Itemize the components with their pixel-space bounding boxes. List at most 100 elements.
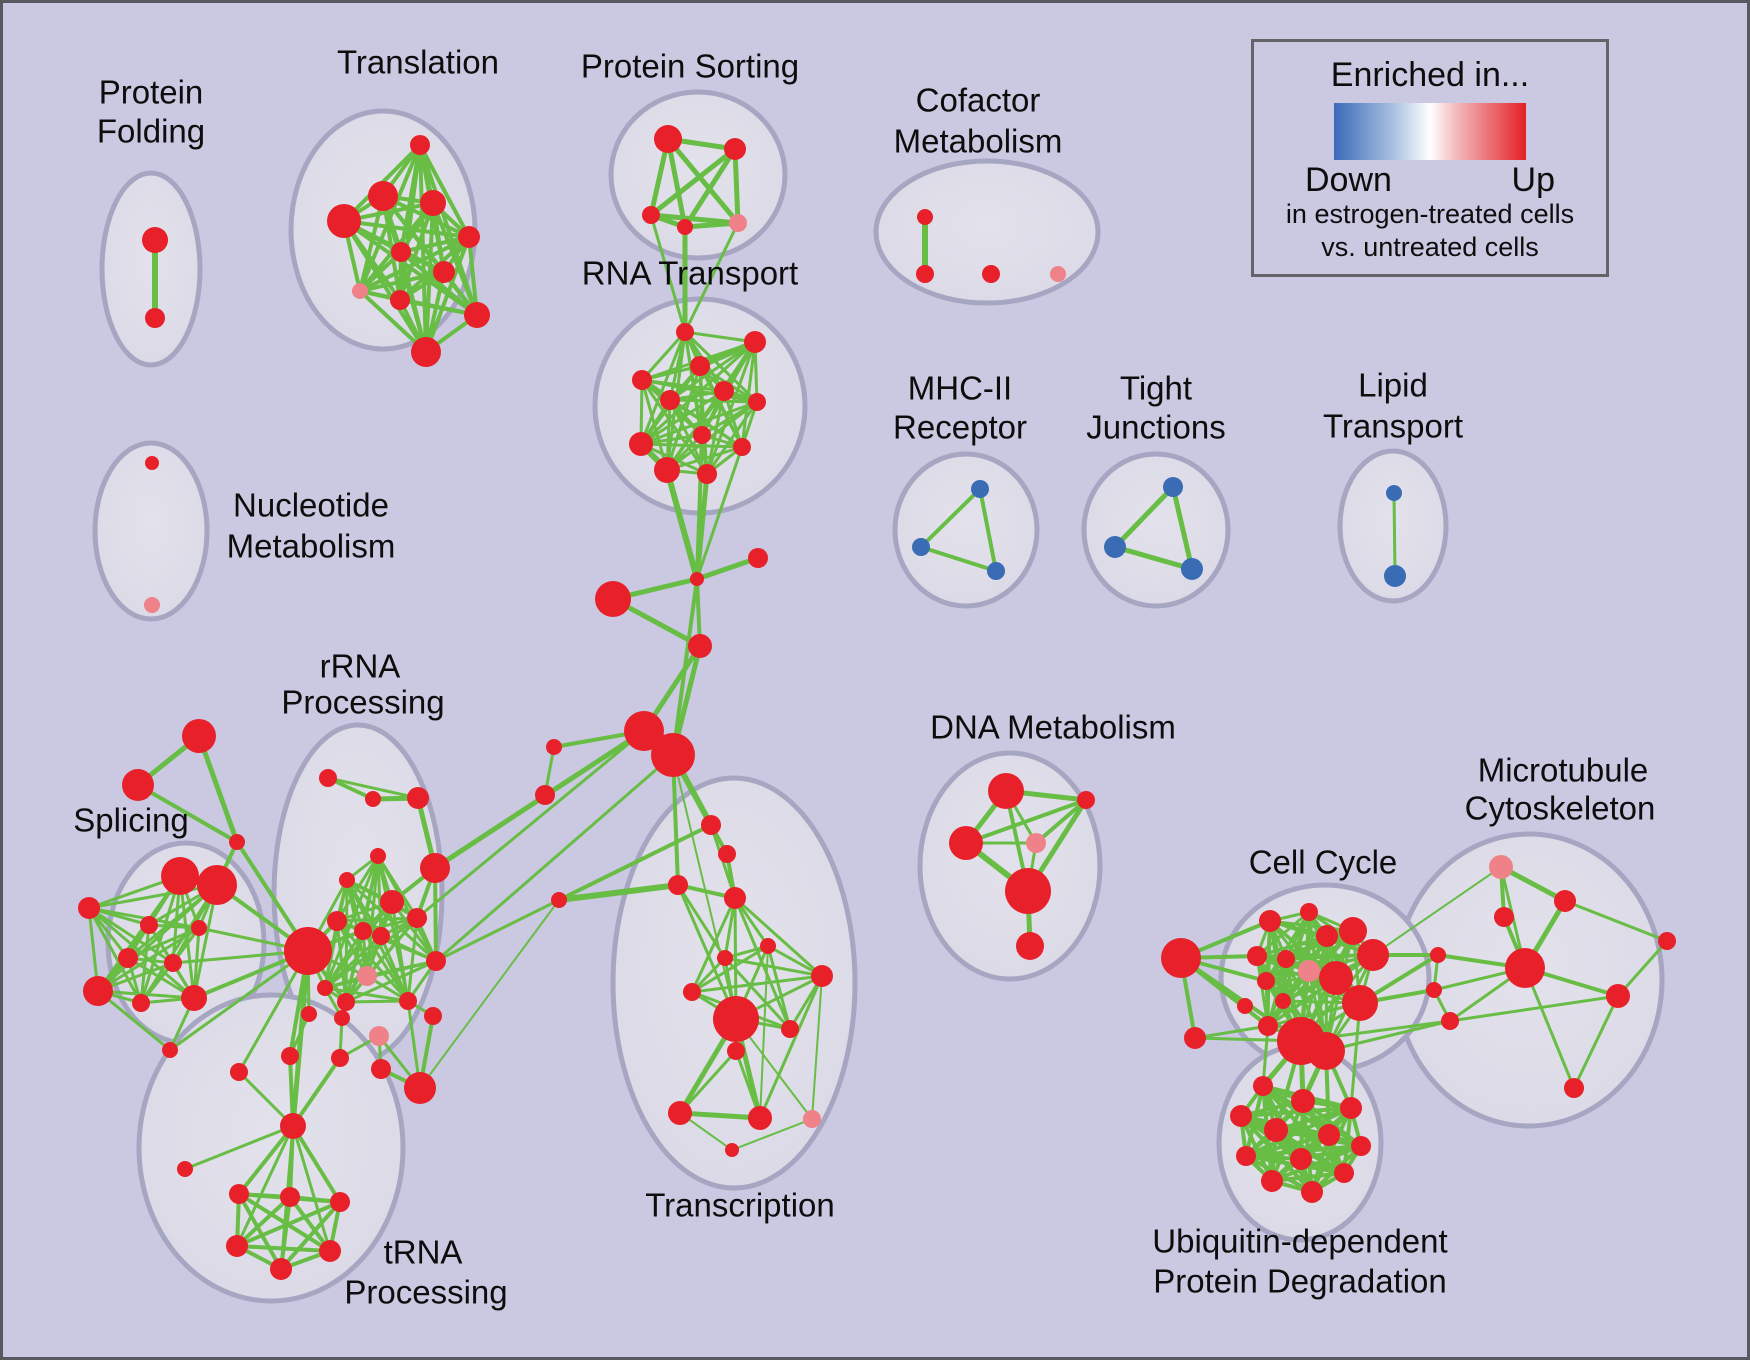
edge-cnJ-cnR: [694, 555, 761, 582]
gene-set-node-tr9: [390, 290, 410, 310]
rrna-processing-label-line1: rRNA: [320, 648, 401, 685]
gene-set-node-cc4: [1300, 903, 1318, 921]
gene-set-node-mt10: [1564, 1078, 1584, 1098]
gene-set-node-rt7: [748, 393, 766, 411]
edge-tn1-tn7: [291, 1124, 332, 1253]
lipid-transport-label-line1: Lipid: [1358, 367, 1428, 404]
edge-sp2-sp3: [136, 783, 239, 844]
edge-cnX-tx1: [557, 823, 713, 902]
edge-mt2-mt9: [1563, 899, 1669, 943]
cell-cycle-label-line1: Cell Cycle: [1249, 844, 1398, 881]
edge-ub3-ub4: [1239, 1106, 1353, 1118]
edge-ps2-ps4: [682, 146, 738, 230]
edge-tx3-tx9: [676, 883, 738, 1021]
gene-set-node-sp2: [122, 769, 154, 801]
edge-tn4-tn6: [235, 1195, 292, 1248]
gene-set-node-tn7: [319, 1240, 341, 1262]
gene-set-node-mh2: [912, 538, 930, 556]
edge-tx5-tx10: [766, 944, 792, 1031]
gene-set-node-cc14: [1237, 998, 1253, 1014]
gene-set-node-cc8: [1277, 950, 1295, 968]
mhc-ii-receptor-ellipse: [892, 451, 1040, 609]
gene-set-node-cf3: [982, 265, 1000, 283]
gene-set-node-tr8: [352, 283, 368, 299]
gene-set-node-ub9: [1290, 1148, 1312, 1170]
gene-set-node-cc10: [1257, 972, 1275, 990]
edge-rr4-rr13: [376, 854, 438, 963]
gene-set-node-mt9: [1658, 932, 1676, 950]
gene-set-node-rr25: [230, 1063, 248, 1081]
gene-set-node-tr10: [464, 302, 490, 328]
gene-set-node-sp13: [181, 985, 207, 1011]
gene-set-node-rr12: [372, 927, 390, 945]
trna-processing-label-line1: tRNA: [384, 1234, 463, 1271]
gene-set-node-tn4: [280, 1187, 300, 1207]
gene-set-node-rt6: [660, 390, 680, 410]
legend-down-label: Down: [1305, 161, 1392, 199]
gene-set-node-mt7: [1441, 1012, 1459, 1030]
gene-set-node-rr11: [284, 927, 332, 975]
gene-set-node-sp12: [132, 994, 150, 1012]
edge-tx14-tx15: [731, 1118, 813, 1151]
edge-lp1-lp2: [1392, 491, 1397, 578]
gene-set-node-rr19: [334, 1010, 350, 1026]
edge-ps5-rt1: [683, 221, 740, 334]
gene-set-node-mt4: [1505, 948, 1545, 988]
gene-set-node-tx7: [811, 965, 833, 987]
edge-rt4-rt12: [640, 378, 709, 476]
edge-tx7-tx8: [690, 974, 824, 994]
gene-set-node-rr1: [319, 769, 337, 787]
gene-set-node-rr3: [407, 787, 429, 809]
gene-set-node-ub1: [1253, 1076, 1273, 1096]
edge-rr5-rr13: [345, 878, 438, 963]
edge-tr9-tr10: [398, 298, 479, 317]
edge-rr15-rr16: [344, 999, 410, 1004]
gene-set-node-nm2: [144, 597, 160, 613]
gene-set-node-cf4: [1050, 266, 1066, 282]
gene-set-node-ub12: [1301, 1181, 1323, 1203]
gene-set-node-cc12: [1357, 939, 1389, 971]
gene-set-node-tx4: [724, 887, 746, 909]
nucleotide-metabolism-label-line1: Nucleotide: [233, 487, 389, 524]
gene-set-node-ps1: [654, 125, 682, 153]
ubiquitin-degradation-label-line1: Ubiquitin-dependent: [1152, 1223, 1447, 1260]
edge-tr3-tr9: [398, 201, 435, 302]
edge-tn1-tn5: [291, 1124, 342, 1204]
edge-tn3-tn7: [237, 1192, 332, 1253]
edge-dm2-dm3: [964, 798, 1088, 845]
edge-sp11-sp13: [96, 989, 196, 1000]
edge-cc17-mt7: [1324, 1019, 1452, 1053]
cofactor-metabolism-label-line2: Metabolism: [894, 123, 1063, 160]
gene-set-node-rt10: [733, 438, 751, 456]
edge-rt10-cnJ: [695, 445, 744, 581]
edge-tr4-tr5: [342, 219, 471, 239]
gene-set-node-tx2: [718, 845, 736, 863]
gene-set-node-mt6: [1426, 982, 1442, 998]
edge-rt7-rt11: [665, 400, 759, 472]
edge-tn1-tn6: [235, 1124, 295, 1248]
edge-tn6-tn7: [235, 1244, 332, 1253]
edge-cnX-rr13: [434, 898, 561, 963]
gene-set-node-rr21: [424, 1007, 442, 1025]
edge-cnX-rr22: [419, 899, 560, 1089]
edge-tx12-tx13: [677, 1110, 763, 1121]
edge-sp1-sp3: [196, 733, 240, 845]
gene-set-node-rr5: [339, 872, 355, 888]
edge-cc12-mt1: [1372, 866, 1502, 956]
gene-set-node-rr14: [357, 966, 377, 986]
gene-set-node-cnL: [595, 581, 631, 617]
gene-set-node-tx8: [683, 983, 701, 1001]
protein-sorting-label-line1: Protein Sorting: [581, 48, 799, 85]
edge-tr5-tr11: [424, 235, 471, 354]
edge-mt7-mt8: [1448, 994, 1620, 1023]
gene-set-node-lp1: [1386, 485, 1402, 501]
legend-title: Enriched in...: [1330, 56, 1530, 94]
gene-set-node-cc6: [1339, 917, 1367, 945]
edge-rr9-rr17: [323, 929, 365, 990]
rrna-processing-label-line2: Processing: [281, 684, 444, 721]
gene-set-node-rt2: [744, 331, 766, 353]
cofactor-metabolism-label-line1: Cofactor: [916, 82, 1041, 119]
gene-set-node-rr26: [371, 1059, 391, 1079]
gene-set-node-rt1: [676, 323, 694, 341]
gene-set-node-sp11: [83, 976, 113, 1006]
